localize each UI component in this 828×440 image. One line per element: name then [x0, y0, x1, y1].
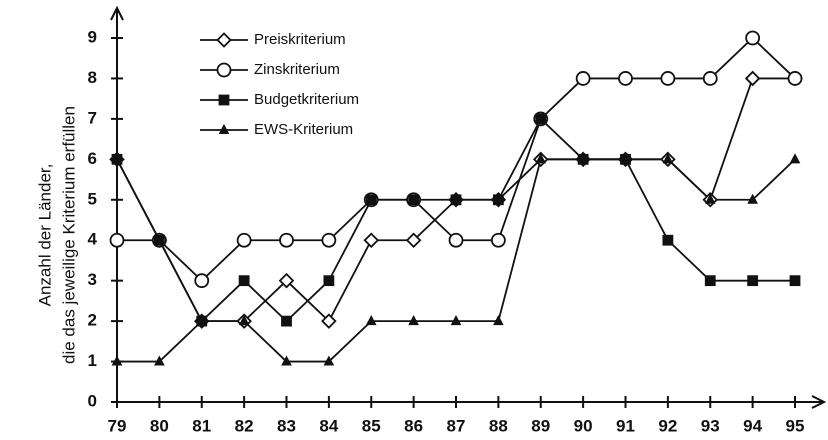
marker	[238, 275, 250, 287]
marker	[365, 194, 377, 206]
marker	[662, 234, 674, 246]
marker	[492, 194, 504, 206]
x-tick-label: 85	[362, 416, 381, 435]
legend-label: Budgetkriterium	[254, 91, 359, 108]
marker	[577, 153, 589, 164]
marker	[789, 153, 801, 164]
legend-label: Preiskriterium	[254, 31, 346, 48]
marker	[238, 315, 250, 326]
x-tick-label: 79	[108, 416, 127, 435]
marker	[218, 94, 230, 106]
y-axis-label: die das jeweilige Kriterium erfüllen	[59, 106, 78, 364]
marker	[278, 272, 295, 289]
x-tick-label: 93	[701, 416, 720, 435]
y-tick-label: 8	[88, 68, 97, 87]
marker	[236, 232, 252, 248]
y-arrow	[110, 5, 124, 21]
marker	[745, 30, 761, 46]
x-tick-label: 88	[489, 416, 508, 435]
marker	[365, 315, 377, 326]
marker	[216, 62, 232, 78]
marker	[281, 315, 292, 327]
legend-label: Zinskriterium	[254, 61, 340, 78]
marker	[408, 194, 420, 206]
series-line	[116, 117, 795, 323]
marker	[747, 275, 759, 287]
marker	[620, 153, 631, 164]
x-tick-label: 92	[658, 416, 677, 435]
marker	[408, 315, 419, 326]
marker	[744, 70, 761, 87]
marker	[109, 232, 125, 248]
marker	[787, 71, 803, 86]
marker	[218, 123, 230, 134]
marker	[618, 71, 633, 86]
x-tick-label: 81	[192, 416, 211, 435]
y-tick-label: 1	[88, 351, 97, 370]
y-tick-label: 7	[88, 108, 97, 127]
legend-label: EWS-Kriterium	[254, 121, 353, 138]
marker	[111, 355, 123, 366]
marker	[450, 194, 462, 206]
marker	[323, 275, 335, 287]
x-tick-label: 87	[447, 416, 466, 435]
marker	[662, 153, 674, 164]
y-tick-label: 6	[88, 149, 97, 168]
y-tick-label: 3	[88, 270, 97, 289]
marker	[321, 232, 337, 248]
x-arrow	[811, 395, 827, 409]
marker	[704, 275, 716, 287]
x-tick-label: 94	[743, 416, 762, 435]
marker	[747, 193, 758, 204]
marker	[448, 232, 464, 248]
x-tick-label: 89	[531, 416, 550, 435]
marker	[789, 275, 801, 287]
marker	[575, 71, 591, 86]
y-tick-label: 4	[88, 230, 98, 249]
marker	[363, 232, 380, 248]
x-tick-label: 86	[404, 416, 423, 435]
marker	[702, 71, 718, 86]
marker	[490, 232, 506, 248]
marker	[154, 355, 165, 366]
marker	[535, 153, 547, 164]
marker	[493, 315, 504, 326]
x-tick-label: 90	[574, 416, 593, 435]
marker	[321, 313, 337, 329]
series-line	[117, 158, 796, 363]
marker	[111, 153, 123, 165]
marker	[535, 113, 547, 125]
x-tick-label: 80	[150, 416, 169, 435]
y-tick-label: 0	[88, 391, 97, 410]
y-tick-label: 2	[88, 311, 97, 330]
marker	[216, 32, 232, 48]
marker	[196, 315, 208, 326]
marker	[153, 234, 165, 246]
y-tick-label: 9	[88, 27, 97, 46]
y-axis-label: Anzahl der Länder,	[35, 164, 54, 307]
x-tick-label: 82	[235, 416, 254, 435]
marker	[281, 355, 292, 366]
y-tick-label: 5	[88, 189, 97, 208]
x-tick-label: 91	[616, 416, 635, 435]
marker	[194, 273, 210, 289]
marker	[323, 355, 335, 366]
x-tick-label: 95	[786, 416, 805, 435]
marker	[405, 232, 422, 248]
marker	[450, 315, 462, 326]
x-tick-label: 84	[319, 416, 338, 435]
marker	[660, 71, 676, 86]
marker	[279, 232, 294, 248]
x-tick-label: 83	[277, 416, 296, 435]
marker	[704, 193, 716, 204]
